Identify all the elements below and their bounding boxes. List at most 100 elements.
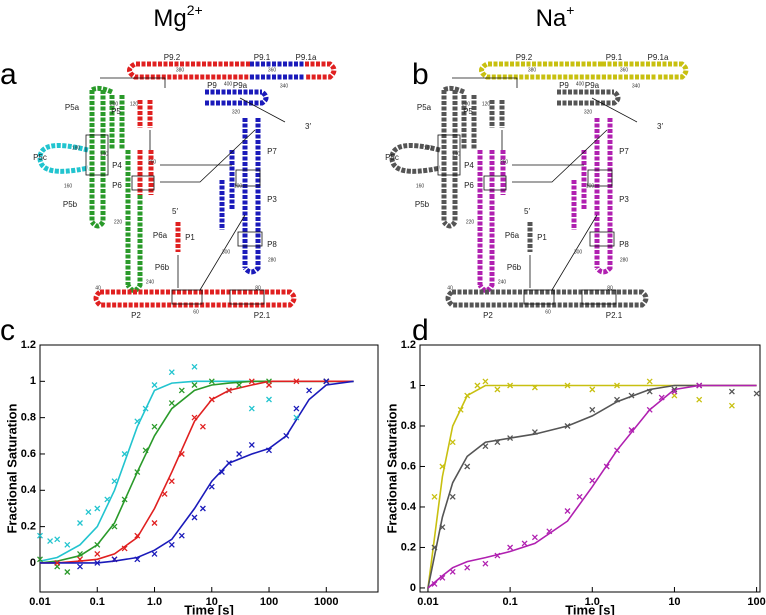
data-point [208, 483, 215, 490]
nt-number: 60 [193, 309, 199, 315]
helix-label: P5a [417, 103, 432, 112]
data-point [474, 382, 481, 389]
nt-number: 400 [576, 81, 585, 87]
data-point [236, 451, 243, 457]
data-point [236, 382, 243, 388]
helix-label: P3 [619, 195, 629, 204]
data-point [151, 423, 158, 430]
data-point [482, 378, 489, 385]
data-point [77, 550, 83, 557]
data-point [94, 550, 101, 557]
data-point [646, 406, 653, 413]
helix-label: P5 [463, 107, 473, 116]
data-point [283, 432, 290, 439]
data-point [531, 534, 538, 541]
nt-number: 340 [632, 83, 641, 89]
data-point [306, 387, 313, 394]
strand [557, 89, 621, 106]
strand [489, 150, 506, 195]
y-tick-label: 0.8 [401, 420, 416, 432]
x-tick-label: 100 [747, 596, 765, 608]
helix-label: P9.2 [164, 53, 181, 62]
helix-label: P6b [507, 263, 522, 272]
nt-number: 180 [72, 145, 81, 151]
data-point [121, 496, 128, 503]
strand [127, 61, 250, 80]
data-point [507, 382, 514, 389]
nt-number: 200 [110, 101, 119, 107]
data-point [464, 564, 471, 571]
x-axis-label: Time [s] [565, 602, 615, 615]
nt-number: 300 [574, 249, 583, 255]
protection-box [437, 134, 461, 176]
strand [442, 85, 465, 95]
helix-label: P1 [537, 233, 547, 242]
data-point [77, 520, 83, 526]
data-point [658, 394, 665, 401]
data-point [293, 414, 300, 421]
y-axis-label: Fractional Saturation [384, 403, 399, 533]
x-tick-label: 1.0 [585, 596, 600, 608]
data-point [37, 532, 43, 539]
nt-number: 180 [424, 145, 433, 151]
helix-label: P5 [111, 107, 121, 116]
data-point [589, 406, 596, 413]
strand [479, 61, 602, 80]
data-point [121, 451, 128, 457]
data-point [449, 439, 456, 446]
x-tick-label: 0.01 [417, 596, 438, 608]
data-point [671, 388, 678, 395]
data-point [151, 550, 158, 557]
data-point [464, 463, 471, 470]
y-tick-label: 1 [410, 379, 416, 391]
data-point [646, 388, 653, 395]
y-tick-label: 0.2 [401, 541, 416, 553]
x-tick-label: 0.1 [502, 596, 517, 608]
strand [93, 289, 297, 308]
data-point [546, 528, 553, 535]
strand [109, 95, 125, 150]
data-point [168, 541, 175, 548]
y-tick-label: 1.2 [21, 339, 36, 351]
nt-number: 140 [452, 151, 461, 157]
data-point [208, 396, 215, 403]
helix-label: P9 [207, 81, 217, 90]
y-tick-label: 0.6 [21, 448, 36, 460]
data-point [111, 523, 118, 530]
data-point [178, 387, 185, 394]
x-axis-label: Time [s] [184, 602, 234, 615]
strand [461, 95, 477, 150]
data-point [449, 568, 456, 575]
strand [89, 90, 106, 229]
nt-number: 160 [416, 183, 425, 189]
protection-box [483, 175, 507, 191]
data-point [753, 390, 760, 397]
fit-curve [40, 380, 354, 564]
strand [219, 150, 235, 230]
data-point [199, 423, 206, 430]
x-tick-label: 10 [206, 596, 218, 608]
strand [441, 90, 458, 229]
nt-number: 80 [255, 285, 261, 291]
strand [477, 150, 495, 293]
data-point [531, 429, 538, 436]
data-point [628, 392, 635, 399]
data-point [248, 405, 255, 412]
nt-number: 260 [500, 159, 509, 165]
strand [657, 61, 689, 80]
data-point [168, 478, 175, 485]
protection-box [587, 169, 613, 187]
nt-number: 360 [620, 67, 629, 73]
nt-number: 100 [586, 183, 595, 189]
nt-number: 320 [584, 109, 593, 115]
strand [242, 118, 261, 275]
protection-box [589, 231, 615, 247]
panel-label: b [412, 58, 429, 91]
protection-box [171, 289, 203, 305]
data-point [248, 378, 255, 385]
data-point [64, 541, 71, 548]
helix-label: P6b [155, 263, 170, 272]
data-point [671, 386, 678, 393]
data-point [728, 388, 735, 395]
